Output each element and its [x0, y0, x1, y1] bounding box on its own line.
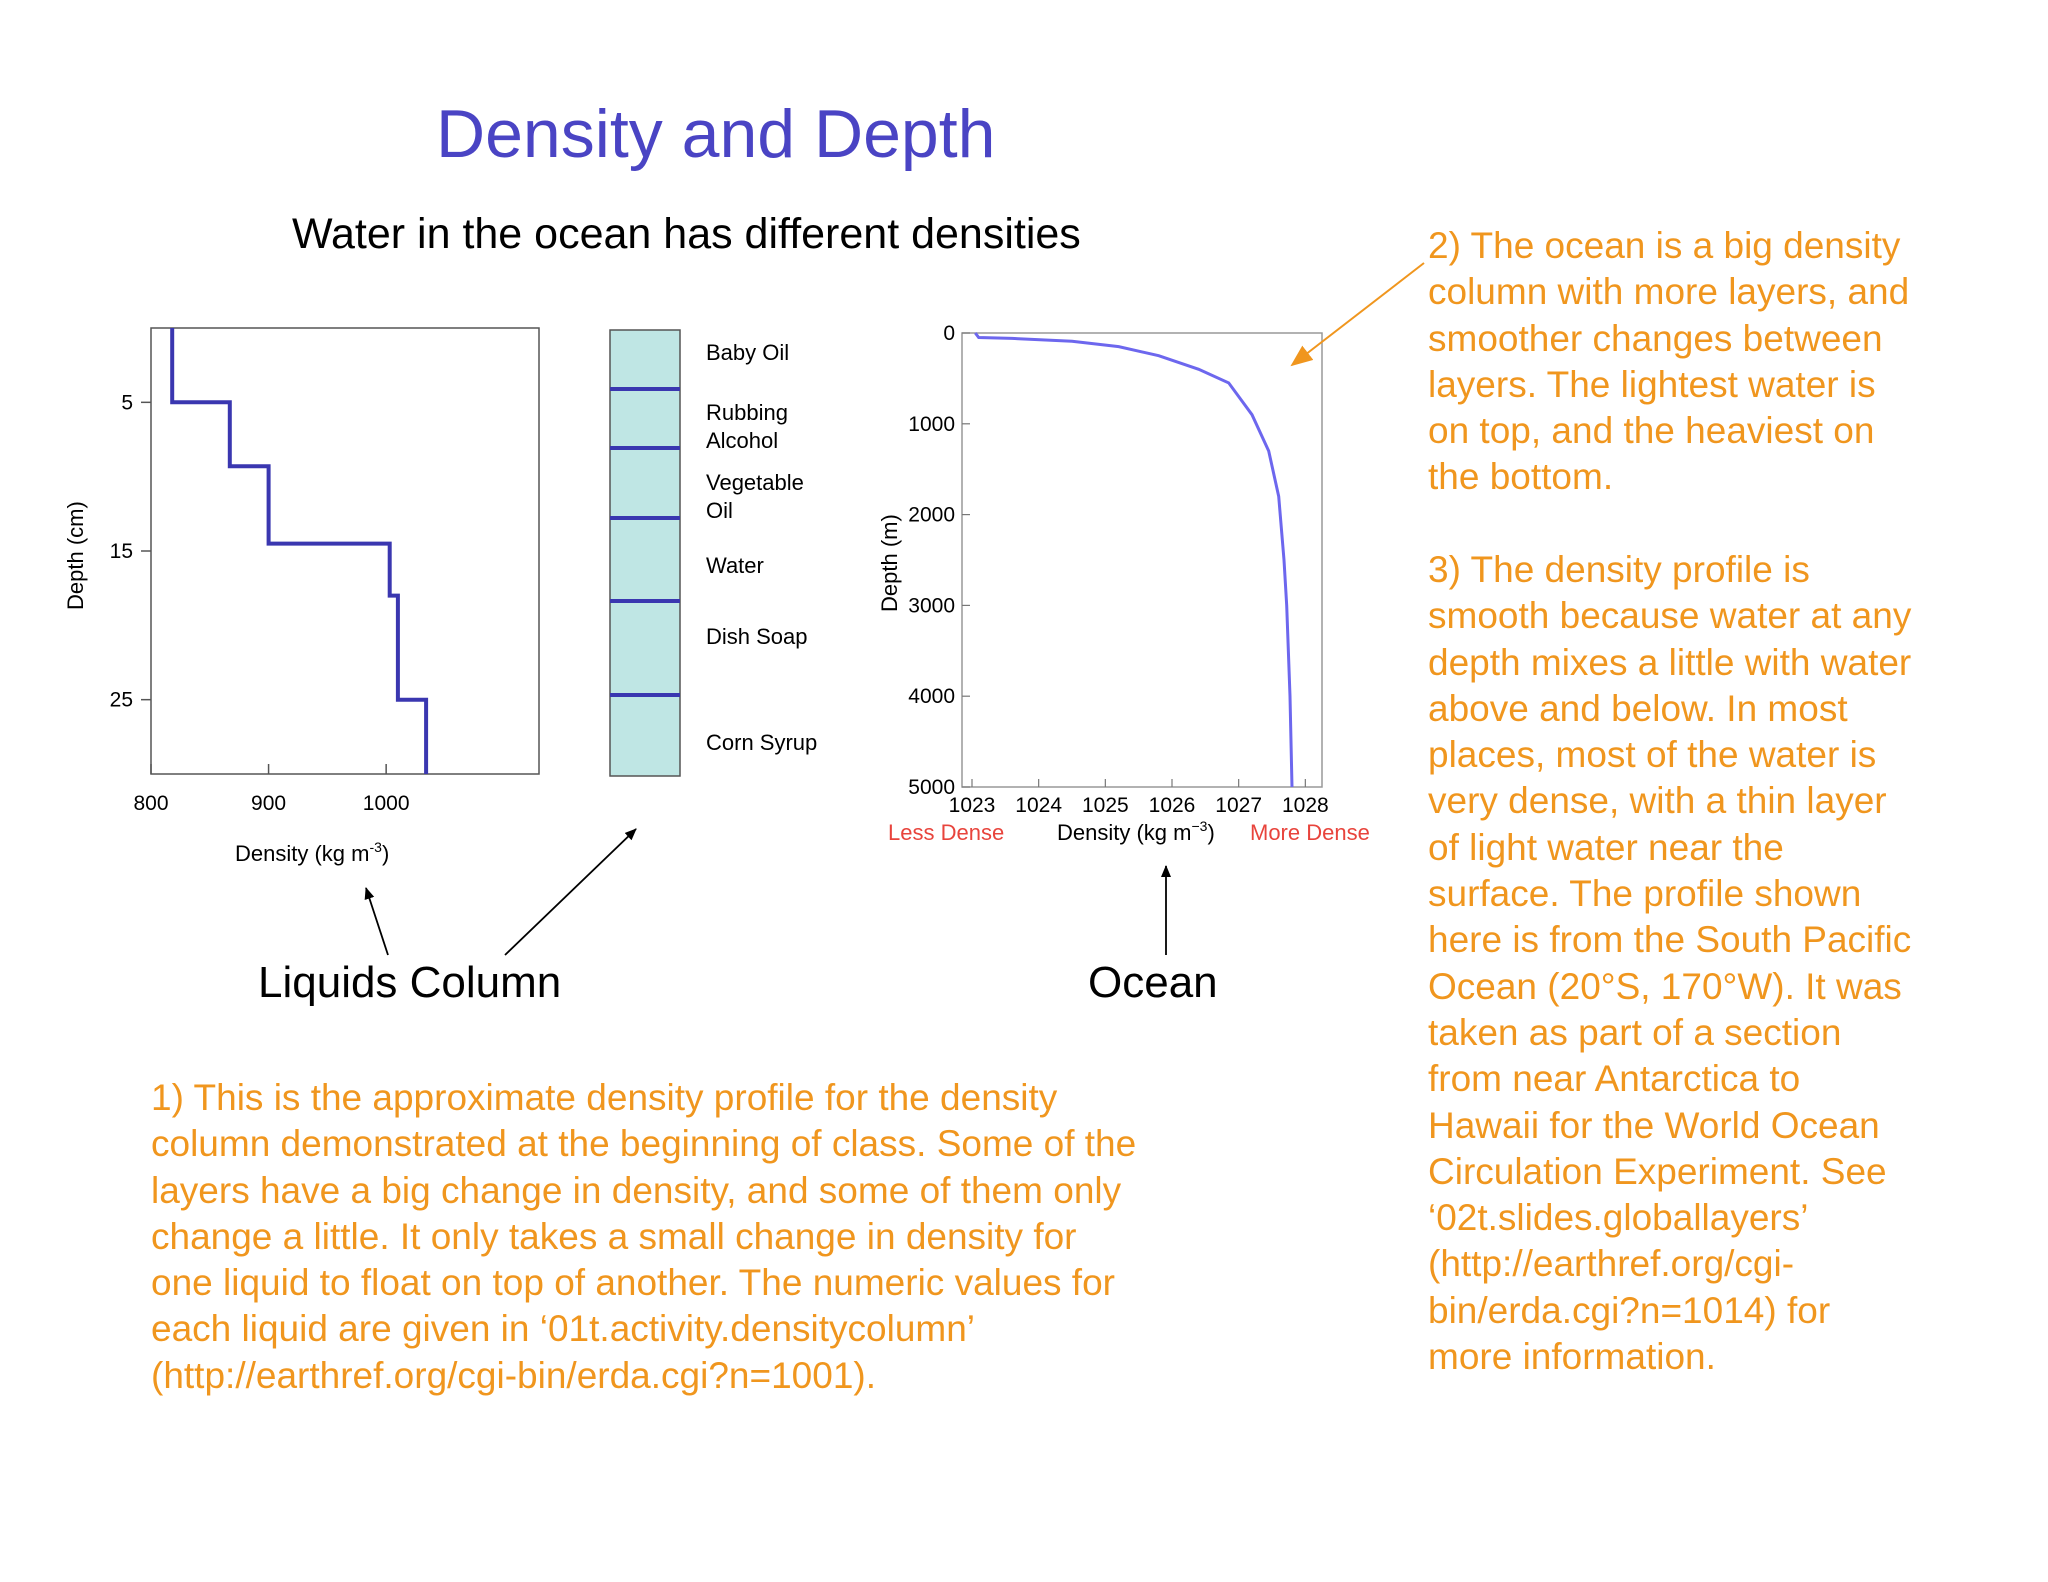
liquids-x-axis-label: Density (kg m-3)	[235, 839, 389, 866]
liquids-y-ticks: 5 15 25	[110, 391, 151, 712]
ocean-x-ticks: 1023 1024 1025 1026 1027 1028	[949, 779, 1329, 817]
arrow-to-column	[504, 828, 637, 956]
page-subtitle: Water in the ocean has different densiti…	[292, 210, 1081, 258]
arrow-to-x-axis	[364, 887, 389, 956]
ocean-profile-line	[974, 332, 1294, 788]
x-tick-label: 1000	[363, 792, 410, 815]
layer-label: Dish Soap	[706, 624, 808, 649]
y-tick-label: 5000	[908, 776, 955, 799]
liquids-plot-frame	[150, 327, 540, 775]
y-tick-label: 4000	[908, 685, 955, 708]
liquid-column-body	[609, 329, 681, 777]
note-smooth-profile: 3) The density profile is smooth because…	[1428, 549, 1912, 1378]
x-tick-label: 1024	[1015, 794, 1062, 817]
more-dense-label: More Dense	[1250, 820, 1370, 845]
x-tick-label: 1026	[1149, 794, 1196, 817]
ocean-caption: Ocean	[1088, 958, 1218, 1007]
x-tick-label: 900	[251, 792, 286, 815]
x-tick-label: 1023	[949, 794, 996, 817]
x-tick-label: 1027	[1215, 794, 1262, 817]
layer-label: Rubbing Alcohol	[706, 400, 788, 453]
note-ocean-column: 2) The ocean is a big density column wit…	[1428, 225, 1910, 498]
liquids-profile-chart: 800 900 1000 5 15 25 Density (kg m-3) Depth …	[63, 327, 540, 866]
liquid-column: Baby Oil Rubbing Alcohol Vegetable Oil Wat…	[609, 329, 817, 777]
layer-label: Water	[706, 553, 764, 578]
liquids-column-caption: Liquids Column	[258, 958, 562, 1007]
liquids-x-ticks: 800 900 1000	[133, 764, 410, 815]
x-tick-label: 800	[133, 792, 168, 815]
ocean-profile-chart: 1023 1024 1025 1026 1027 1028 0 1000 2000 3000 40…	[877, 322, 1370, 845]
ocean-x-axis-label: Density (kg m−3)	[1057, 818, 1215, 845]
y-tick-label: 2000	[908, 504, 955, 527]
layer-label: Baby Oil	[706, 340, 789, 365]
y-tick-label: 3000	[908, 594, 955, 617]
y-tick-label: 0	[943, 322, 955, 345]
liquids-profile-line	[170, 328, 429, 774]
y-tick-label: 1000	[908, 413, 955, 436]
layer-label: Vegetable Oil	[706, 470, 804, 523]
liquids-y-axis-label: Depth (cm)	[63, 501, 88, 610]
y-tick-label: 25	[110, 689, 133, 712]
y-tick-label: 5	[121, 391, 133, 414]
note-liquids-profile: 1) This is the approximate density profi…	[151, 1077, 1137, 1396]
x-tick-label: 1028	[1282, 794, 1329, 817]
arrow-note2-to-profile	[1290, 262, 1425, 367]
less-dense-label: Less Dense	[888, 820, 1004, 845]
ocean-y-ticks: 0 1000 2000 3000 4000 5000	[908, 322, 970, 799]
x-tick-label: 1025	[1082, 794, 1129, 817]
ocean-y-axis-label: Depth (m)	[877, 514, 902, 612]
layer-label: Corn Syrup	[706, 730, 817, 755]
ocean-plot-frame	[961, 332, 1323, 788]
y-tick-label: 15	[110, 540, 133, 563]
page-title: Density and Depth	[436, 96, 996, 172]
